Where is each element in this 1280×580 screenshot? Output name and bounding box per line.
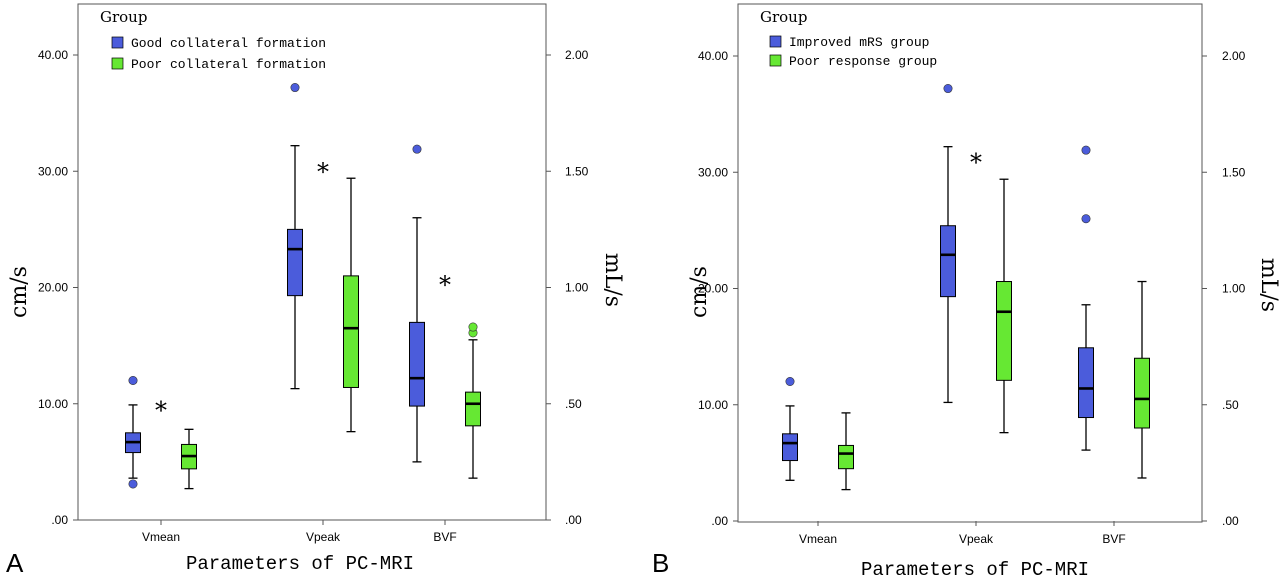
box-iqr: [409, 321, 425, 407]
category-label: Vpeak: [306, 530, 341, 544]
right-tick-label: .50: [565, 397, 582, 411]
right-axis-ticks: .00 .50 1.00 1.50 2.00: [546, 48, 589, 527]
legend-label-poor: Poor collateral formation: [131, 57, 326, 72]
right-tick-label: 1.50: [1222, 165, 1246, 179]
outlier-point: [943, 84, 953, 94]
box-iqr: [940, 225, 956, 298]
right-tick-label: .00: [565, 513, 582, 527]
legend-title: Group: [100, 8, 147, 26]
box-iqr: [287, 228, 303, 297]
panel-a: .00 10.00 20.00 30.00 40.00 .00 .50 1.00 1.50 2.…: [6, 3, 625, 578]
category-labels: Vmean Vpeak BVF: [142, 520, 457, 544]
right-axis-title: mL/s: [1256, 258, 1280, 312]
legend-swatch-poor: [769, 54, 782, 67]
right-tick-label: .50: [1222, 398, 1239, 412]
category-label: BVF: [1102, 532, 1125, 546]
legend-label-poor: Poor response group: [789, 54, 937, 69]
category-label: Vmean: [799, 532, 837, 546]
panel-b: .00 10.00 20.00 30.00 40.00 .00 .50 1.00 1.50 2.…: [652, 3, 1280, 580]
left-tick-label: 40.00: [38, 48, 68, 62]
left-tick-label: 30.00: [698, 165, 728, 179]
panel-label: B: [652, 548, 669, 578]
significance-markers: *: [970, 149, 982, 177]
right-axis-title: mL/s: [600, 253, 625, 307]
box-iqr: [838, 444, 854, 470]
box-marks: [782, 84, 1150, 491]
left-tick-label: 10.00: [38, 397, 68, 411]
right-tick-label: 2.00: [1222, 49, 1246, 63]
legend: Group Improved mRS group Poor response g…: [760, 8, 937, 69]
box-iqr: [1078, 347, 1094, 419]
x-axis-title: Parameters of PC-MRI: [861, 559, 1089, 580]
legend-label-good: Good collateral formation: [131, 36, 326, 51]
left-tick-label: 20.00: [38, 281, 68, 295]
legend-title: Group: [760, 8, 807, 26]
significance-asterisk: *: [155, 396, 167, 424]
outlier-point: [785, 376, 795, 386]
right-tick-label: 2.00: [565, 48, 589, 62]
category-label: Vmean: [142, 530, 180, 544]
left-tick-label: .00: [711, 514, 728, 528]
significance-markers: * * *: [155, 158, 451, 424]
right-tick-label: 1.00: [565, 281, 589, 295]
outlier-point: [468, 322, 478, 332]
outlier-point: [1081, 145, 1091, 155]
left-tick-label: 20.00: [698, 282, 728, 296]
left-axis-title: cm/s: [687, 266, 712, 318]
legend-swatch-good: [769, 35, 782, 48]
left-axis-title: cm/s: [7, 266, 32, 318]
right-tick-label: 1.00: [1222, 282, 1246, 296]
legend: Group Good collateral formation Poor col…: [100, 8, 326, 72]
box-iqr: [465, 391, 481, 427]
plot-frame: [737, 3, 1203, 523]
right-tick-label: 1.50: [565, 164, 589, 178]
left-tick-label: 30.00: [38, 164, 68, 178]
box-iqr: [782, 433, 798, 462]
significance-asterisk: *: [439, 271, 451, 299]
legend-swatch-good: [111, 36, 124, 49]
significance-asterisk: *: [317, 158, 329, 186]
outlier-point: [128, 479, 138, 489]
panel-label: A: [6, 548, 24, 578]
category-labels: Vmean Vpeak BVF: [799, 521, 1126, 546]
box-marks: [125, 83, 481, 490]
category-label: BVF: [433, 530, 456, 544]
right-tick-label: .00: [1222, 514, 1239, 528]
box-iqr: [343, 275, 359, 388]
legend-label-good: Improved mRS group: [789, 35, 929, 50]
plot-frame: [77, 3, 547, 521]
outlier-point: [1081, 214, 1091, 224]
right-axis-ticks: .00 .50 1.00 1.50 2.00: [1202, 49, 1246, 528]
legend-swatch-poor: [111, 57, 124, 70]
left-tick-label: 10.00: [698, 398, 728, 412]
box-iqr: [996, 281, 1012, 381]
significance-asterisk: *: [970, 149, 982, 177]
left-tick-label: 40.00: [698, 49, 728, 63]
category-label: Vpeak: [959, 532, 994, 546]
x-axis-title: Parameters of PC-MRI: [186, 553, 414, 575]
outlier-point: [290, 83, 300, 93]
left-axis-ticks: .00 10.00 20.00 30.00 40.00: [698, 49, 738, 528]
left-tick-label: .00: [51, 513, 68, 527]
left-axis-ticks: .00 10.00 20.00 30.00 40.00: [38, 48, 78, 527]
outlier-point: [412, 144, 422, 154]
box-iqr: [1134, 357, 1150, 429]
outlier-point: [128, 375, 138, 385]
